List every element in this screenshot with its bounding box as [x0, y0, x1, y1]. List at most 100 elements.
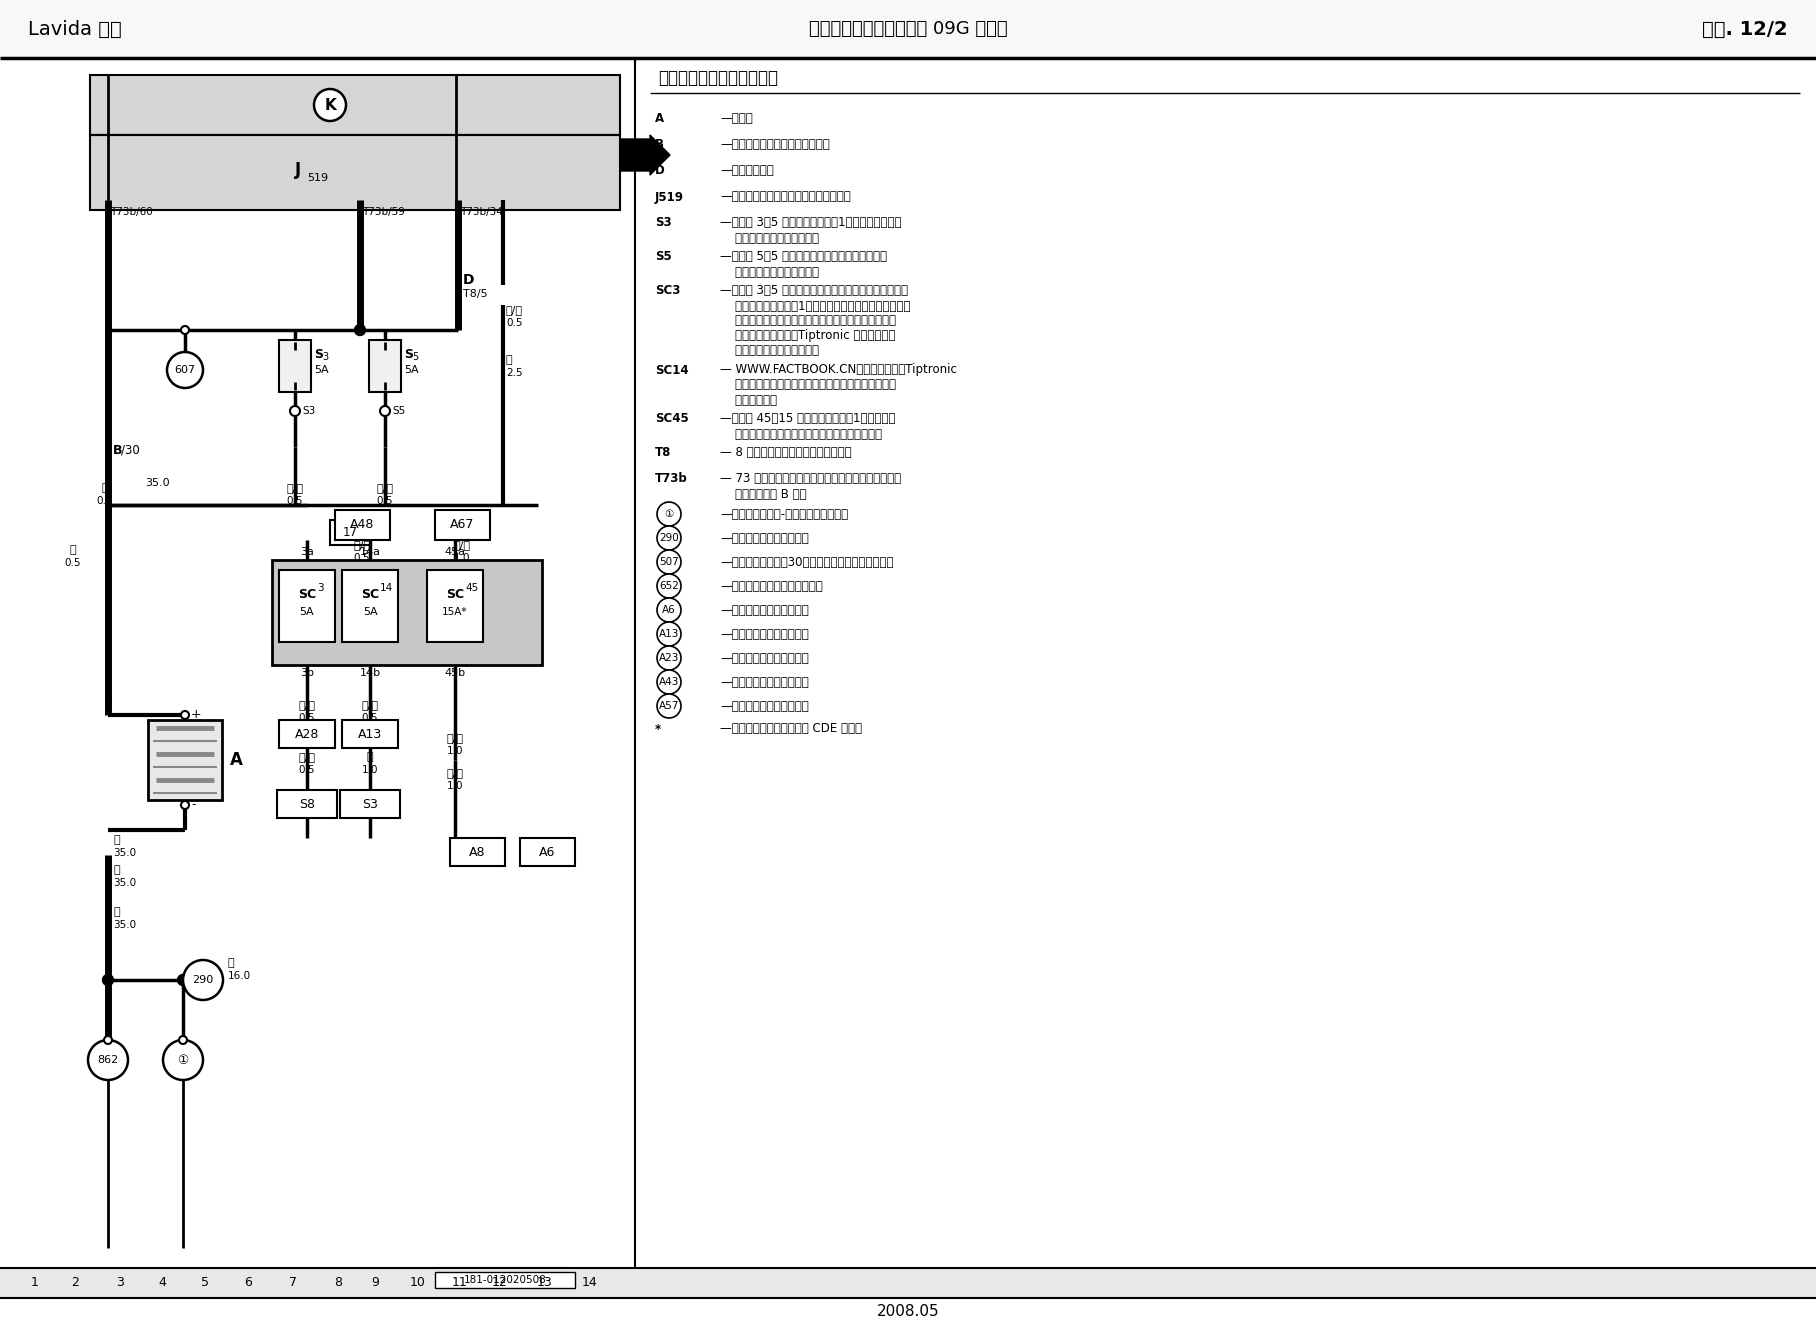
Text: 14b: 14b: [360, 668, 381, 678]
Bar: [280, 570, 334, 642]
Text: 0.5: 0.5: [96, 496, 113, 506]
Circle shape: [314, 89, 347, 122]
Text: A28: A28: [294, 727, 320, 740]
Text: A43: A43: [659, 677, 679, 687]
Text: 181-012020508: 181-012020508: [463, 1274, 547, 1285]
Text: —接地点，蓄电池-车身，在左前纵梁上: —接地点，蓄电池-车身，在左前纵梁上: [719, 508, 848, 521]
Text: A67: A67: [450, 518, 474, 531]
Text: 14: 14: [380, 583, 394, 594]
Text: 1.0: 1.0: [447, 746, 463, 756]
Bar: [278, 791, 338, 818]
Circle shape: [291, 406, 300, 416]
Bar: [341, 720, 398, 748]
Text: 0.5: 0.5: [376, 496, 394, 506]
Circle shape: [163, 1040, 203, 1080]
Circle shape: [657, 670, 681, 694]
Text: — 8 针插头，黑色，点火起动开关插头: — 8 针插头，黑色，点火起动开关插头: [719, 447, 852, 460]
Text: 车载网络控制单元、蓄电池: 车载网络控制单元、蓄电池: [657, 69, 777, 87]
Text: 开关、自动防眩目车内后视镜保险丝，在仪表板左侧: 开关、自动防眩目车内后视镜保险丝，在仪表板左侧: [719, 378, 895, 391]
Text: 黑: 黑: [367, 752, 374, 761]
Text: 黑/灰: 黑/灰: [447, 732, 463, 743]
Text: —保险丝 45，15 安培，自动变速符1控制单元、: —保险丝 45，15 安培，自动变速符1控制单元、: [719, 412, 895, 426]
Text: J519: J519: [656, 190, 685, 204]
Circle shape: [380, 406, 390, 416]
Text: —保险丝 3，5 安培，空调器控制单元、后部车窗升降器: —保险丝 3，5 安培，空调器控制单元、后部车窗升降器: [719, 284, 908, 297]
Text: 橙: 橙: [229, 958, 234, 968]
Text: D: D: [656, 164, 665, 177]
Text: 0.5: 0.5: [300, 765, 316, 775]
Text: T73b: T73b: [656, 472, 688, 485]
Text: SC14: SC14: [656, 364, 688, 377]
Text: 5A: 5A: [363, 607, 378, 617]
Text: 网络控制单元 B 号位: 网络控制单元 B 号位: [719, 488, 806, 501]
Text: SC: SC: [361, 588, 380, 602]
Text: 气压监控、牌照灯、Tiptronic 开关保险丝，: 气压监控、牌照灯、Tiptronic 开关保险丝，: [719, 329, 895, 342]
Text: 茶/蓝: 茶/蓝: [298, 752, 316, 761]
Text: A13: A13: [659, 629, 679, 639]
Text: —车载网络控制单元，在仪表板左侧下方: —车载网络控制单元，在仪表板左侧下方: [719, 190, 850, 204]
Text: A57: A57: [659, 701, 679, 711]
Circle shape: [182, 711, 189, 719]
Text: Lavida 朗逸: Lavida 朗逸: [27, 20, 122, 38]
Text: 多功能开关保险丝，在仪表板左侧保险丝支架上: 多功能开关保险丝，在仪表板左侧保险丝支架上: [719, 427, 883, 440]
Text: 13: 13: [538, 1277, 552, 1289]
Text: T73b/34: T73b/34: [459, 208, 503, 217]
Text: 5A: 5A: [403, 365, 419, 375]
Text: 联锁开关、后行李符1盖拧手开锁按鈕、车外后视镜加热: 联锁开关、后行李符1盖拧手开锁按鈕、车外后视镜加热: [719, 300, 910, 312]
Text: —保险丝 3，5 安培，自动变速符1控制单元保险丝，: —保险丝 3，5 安培，自动变速符1控制单元保险丝，: [719, 217, 901, 230]
Text: 3: 3: [318, 583, 323, 594]
Text: 45: 45: [465, 583, 478, 594]
Text: 4: 4: [158, 1277, 165, 1289]
Circle shape: [657, 694, 681, 718]
Circle shape: [657, 646, 681, 670]
Circle shape: [657, 502, 681, 526]
Text: 1.0: 1.0: [447, 781, 463, 791]
Circle shape: [657, 621, 681, 646]
Bar: [334, 510, 390, 539]
Bar: [280, 720, 334, 748]
Text: 35.0: 35.0: [145, 479, 169, 488]
Text: T8/5: T8/5: [463, 290, 489, 299]
Circle shape: [657, 550, 681, 574]
Text: S5: S5: [392, 406, 405, 416]
Text: S3: S3: [656, 217, 672, 230]
Text: 17: 17: [343, 526, 358, 538]
Circle shape: [104, 1036, 113, 1044]
Text: 在蓄电池盖上保险丝支架上: 在蓄电池盖上保险丝支架上: [719, 266, 819, 279]
Text: 290: 290: [659, 533, 679, 543]
Text: S3: S3: [361, 797, 378, 810]
Text: B: B: [113, 443, 122, 456]
Text: 16.0: 16.0: [229, 970, 251, 981]
Text: 5A: 5A: [300, 607, 314, 617]
Text: —连接线，在仪表板线束内: —连接线，在仪表板线束内: [719, 676, 808, 689]
Text: —点火起动开关: —点火起动开关: [719, 164, 774, 177]
Text: B: B: [656, 139, 665, 152]
Text: 在蓄电池盖上保险丝支架上: 在蓄电池盖上保险丝支架上: [719, 231, 819, 245]
Text: 0.5: 0.5: [354, 553, 370, 563]
Text: S: S: [403, 349, 412, 361]
Text: 茶/蓝: 茶/蓝: [507, 305, 523, 315]
Text: 红/灰: 红/灰: [287, 483, 303, 493]
Circle shape: [178, 974, 189, 985]
Text: —起动马达，在发动机舱左侧前方: —起动马达，在发动机舱左侧前方: [719, 139, 830, 152]
Circle shape: [354, 324, 365, 336]
Text: 5: 5: [202, 1277, 209, 1289]
Text: 0.5: 0.5: [361, 713, 378, 723]
Text: 0.5: 0.5: [507, 319, 523, 328]
Text: —连接线，在仪表板线束内: —连接线，在仪表板线束内: [719, 699, 808, 713]
Text: A: A: [231, 751, 243, 769]
Circle shape: [657, 598, 681, 621]
Circle shape: [167, 352, 203, 387]
Text: — WWW.FACTBOOK.CN辅助控制单元，Tiptronic: — WWW.FACTBOOK.CN辅助控制单元，Tiptronic: [719, 364, 957, 377]
Text: 607: 607: [174, 365, 196, 375]
Text: K: K: [323, 98, 336, 112]
Text: A6: A6: [663, 605, 676, 615]
Text: 10: 10: [410, 1277, 427, 1289]
Text: 12: 12: [492, 1277, 508, 1289]
Text: T8: T8: [656, 447, 672, 460]
Circle shape: [87, 1040, 127, 1080]
Bar: [436, 510, 490, 539]
Bar: [427, 570, 483, 642]
Text: 黑: 黑: [69, 545, 76, 555]
Text: T73b/59: T73b/59: [361, 208, 405, 217]
